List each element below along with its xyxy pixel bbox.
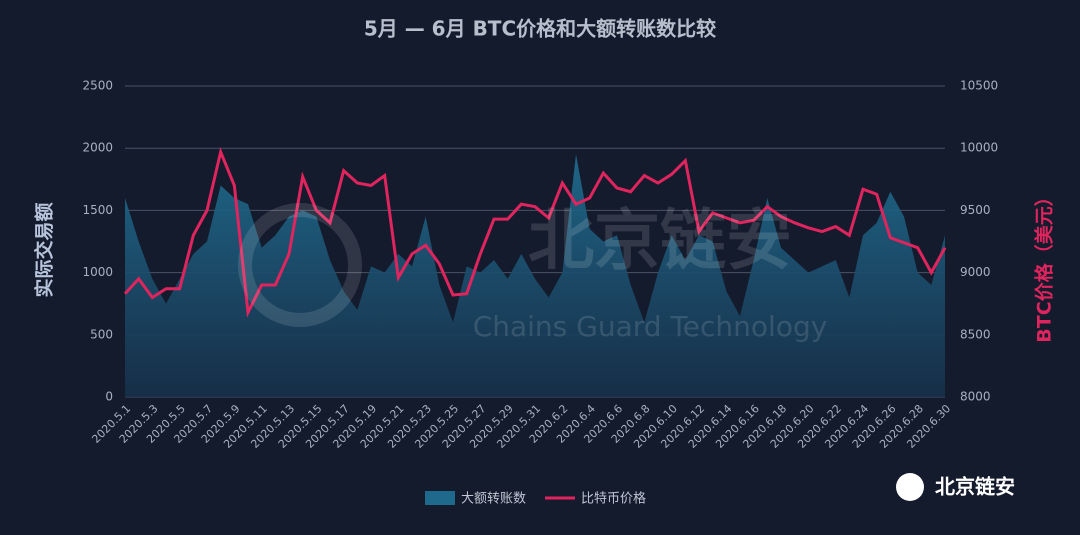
y-tick-label: 0 xyxy=(105,390,113,404)
y-tick-label: 1000 xyxy=(82,265,113,279)
legend-swatch xyxy=(425,491,455,505)
plot xyxy=(123,85,947,398)
y-tick-label: 500 xyxy=(90,327,113,341)
y2-tick-label: 8500 xyxy=(960,327,991,341)
y2-axis-title: BTC价格（美元） xyxy=(1033,187,1056,342)
line xyxy=(123,146,947,318)
y2-tick-label: 8000 xyxy=(960,390,991,404)
legend-label: 大额转账数 xyxy=(461,492,526,507)
legend-label: 比特币价格 xyxy=(581,491,646,507)
watermark-logo xyxy=(238,203,362,327)
badge-icon xyxy=(896,473,924,501)
chart-title: 5月 — 6月 BTC价格和大额转账数比较 xyxy=(364,17,716,41)
y-tick-label: 2500 xyxy=(82,79,113,93)
badge: 北京链安 xyxy=(896,473,1015,501)
y2-tick-label: 10500 xyxy=(960,79,998,93)
badge-text: 北京链安 xyxy=(935,475,1015,499)
y2-tick-label: 9500 xyxy=(960,203,991,217)
y-tick-label: 2000 xyxy=(82,141,113,155)
y2-tick-label: 10000 xyxy=(960,141,998,155)
watermark-brand: 北京链安 xyxy=(528,202,792,279)
y2-tick-label: 9000 xyxy=(960,265,991,279)
area xyxy=(125,154,945,397)
watermark-english: Chains Guard Technology xyxy=(473,310,828,343)
y-axis-title: 实际交易额 xyxy=(33,202,56,297)
y-tick-label: 1500 xyxy=(82,203,113,217)
